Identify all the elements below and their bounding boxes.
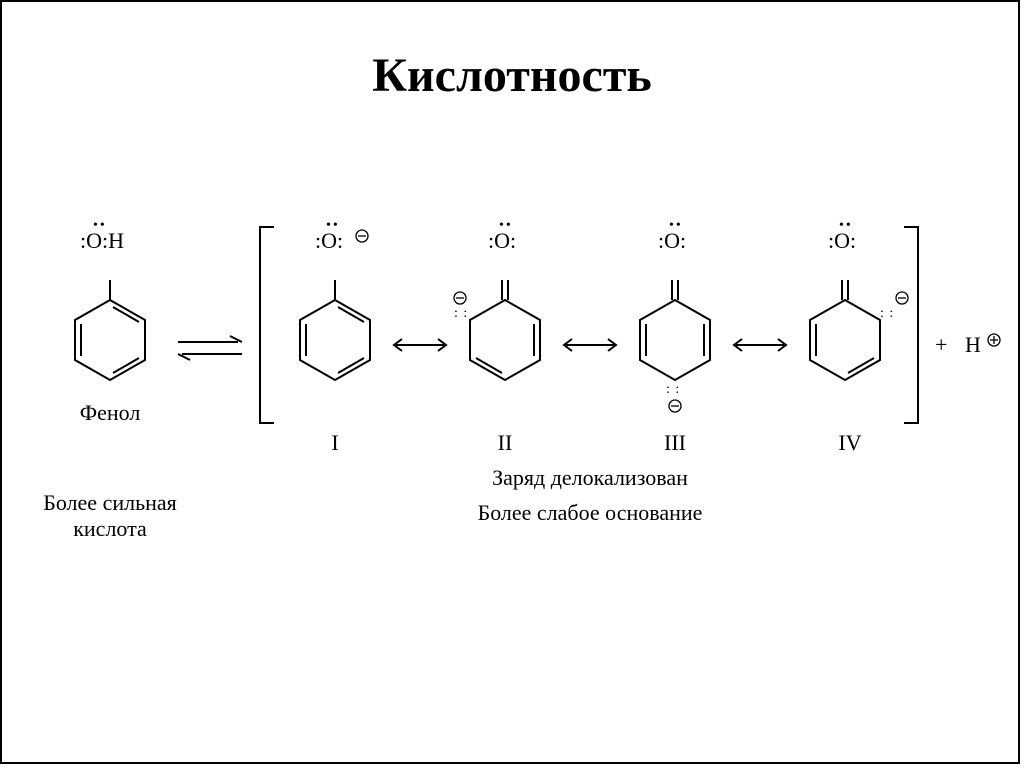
phenol-o-lonepair: •• bbox=[93, 218, 107, 234]
resonance-1-lonepair: •• bbox=[326, 218, 340, 234]
phenol-name: Фенол bbox=[10, 400, 210, 426]
phenol-structure bbox=[55, 240, 165, 390]
strong-acid-caption: Более сильная кислота bbox=[20, 490, 200, 542]
roman-4: IV bbox=[810, 430, 890, 456]
proton-charge bbox=[986, 332, 1002, 348]
delocalized-caption: Заряд делокализован bbox=[420, 465, 760, 491]
resonance-2-c-dots: : : bbox=[454, 306, 468, 322]
resonance-3-lonepair: •• bbox=[669, 218, 683, 234]
resonance-2-lonepair: •• bbox=[499, 218, 513, 234]
equilibrium-arrow bbox=[170, 330, 250, 370]
resonance-4-lonepair: •• bbox=[839, 218, 853, 234]
roman-1: I bbox=[295, 430, 375, 456]
resonance-arrow-1 bbox=[390, 335, 450, 355]
resonance-arrow-3 bbox=[730, 335, 790, 355]
resonance-1 bbox=[280, 240, 390, 390]
resonance-3-charge bbox=[667, 398, 683, 414]
resonance-4-c-dots: : : bbox=[880, 306, 894, 322]
plus-sign: + bbox=[935, 332, 947, 358]
resonance-arrow-2 bbox=[560, 335, 620, 355]
right-bracket bbox=[900, 225, 920, 425]
left-bracket bbox=[258, 225, 278, 425]
weak-base-caption: Более слабое основание bbox=[420, 500, 760, 526]
roman-2: II bbox=[465, 430, 545, 456]
page-title: Кислотность bbox=[0, 48, 1024, 103]
resonance-2-charge bbox=[452, 290, 468, 306]
proton-h: H bbox=[965, 332, 981, 358]
resonance-1-charge bbox=[354, 228, 370, 244]
resonance-3-c-dots: : : bbox=[666, 382, 680, 398]
roman-3: III bbox=[635, 430, 715, 456]
resonance-3 bbox=[620, 240, 730, 390]
resonance-4-charge bbox=[894, 290, 910, 306]
